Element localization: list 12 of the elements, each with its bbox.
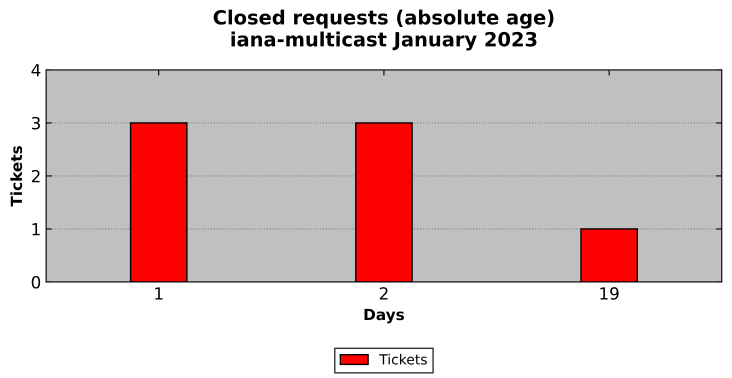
- y-tick-label: 2: [32, 170, 40, 182]
- x-axis-title: Days: [364, 308, 404, 324]
- y-tick-label: 0: [32, 276, 40, 289]
- chart-title: Closed requests (absolute age) iana-multicast January 2023: [214, 10, 554, 51]
- x-tick-label: 2: [380, 287, 388, 300]
- y-tick-label: 1: [32, 223, 40, 236]
- y-tick-label: 4: [31, 64, 40, 76]
- y-axis-title: Tickets: [10, 146, 22, 206]
- x-tick-label: 1: [155, 287, 162, 300]
- x-tick-label: 19: [600, 287, 619, 300]
- y-tick-label: 3: [32, 116, 40, 130]
- legend-label: Tickets: [379, 354, 427, 365]
